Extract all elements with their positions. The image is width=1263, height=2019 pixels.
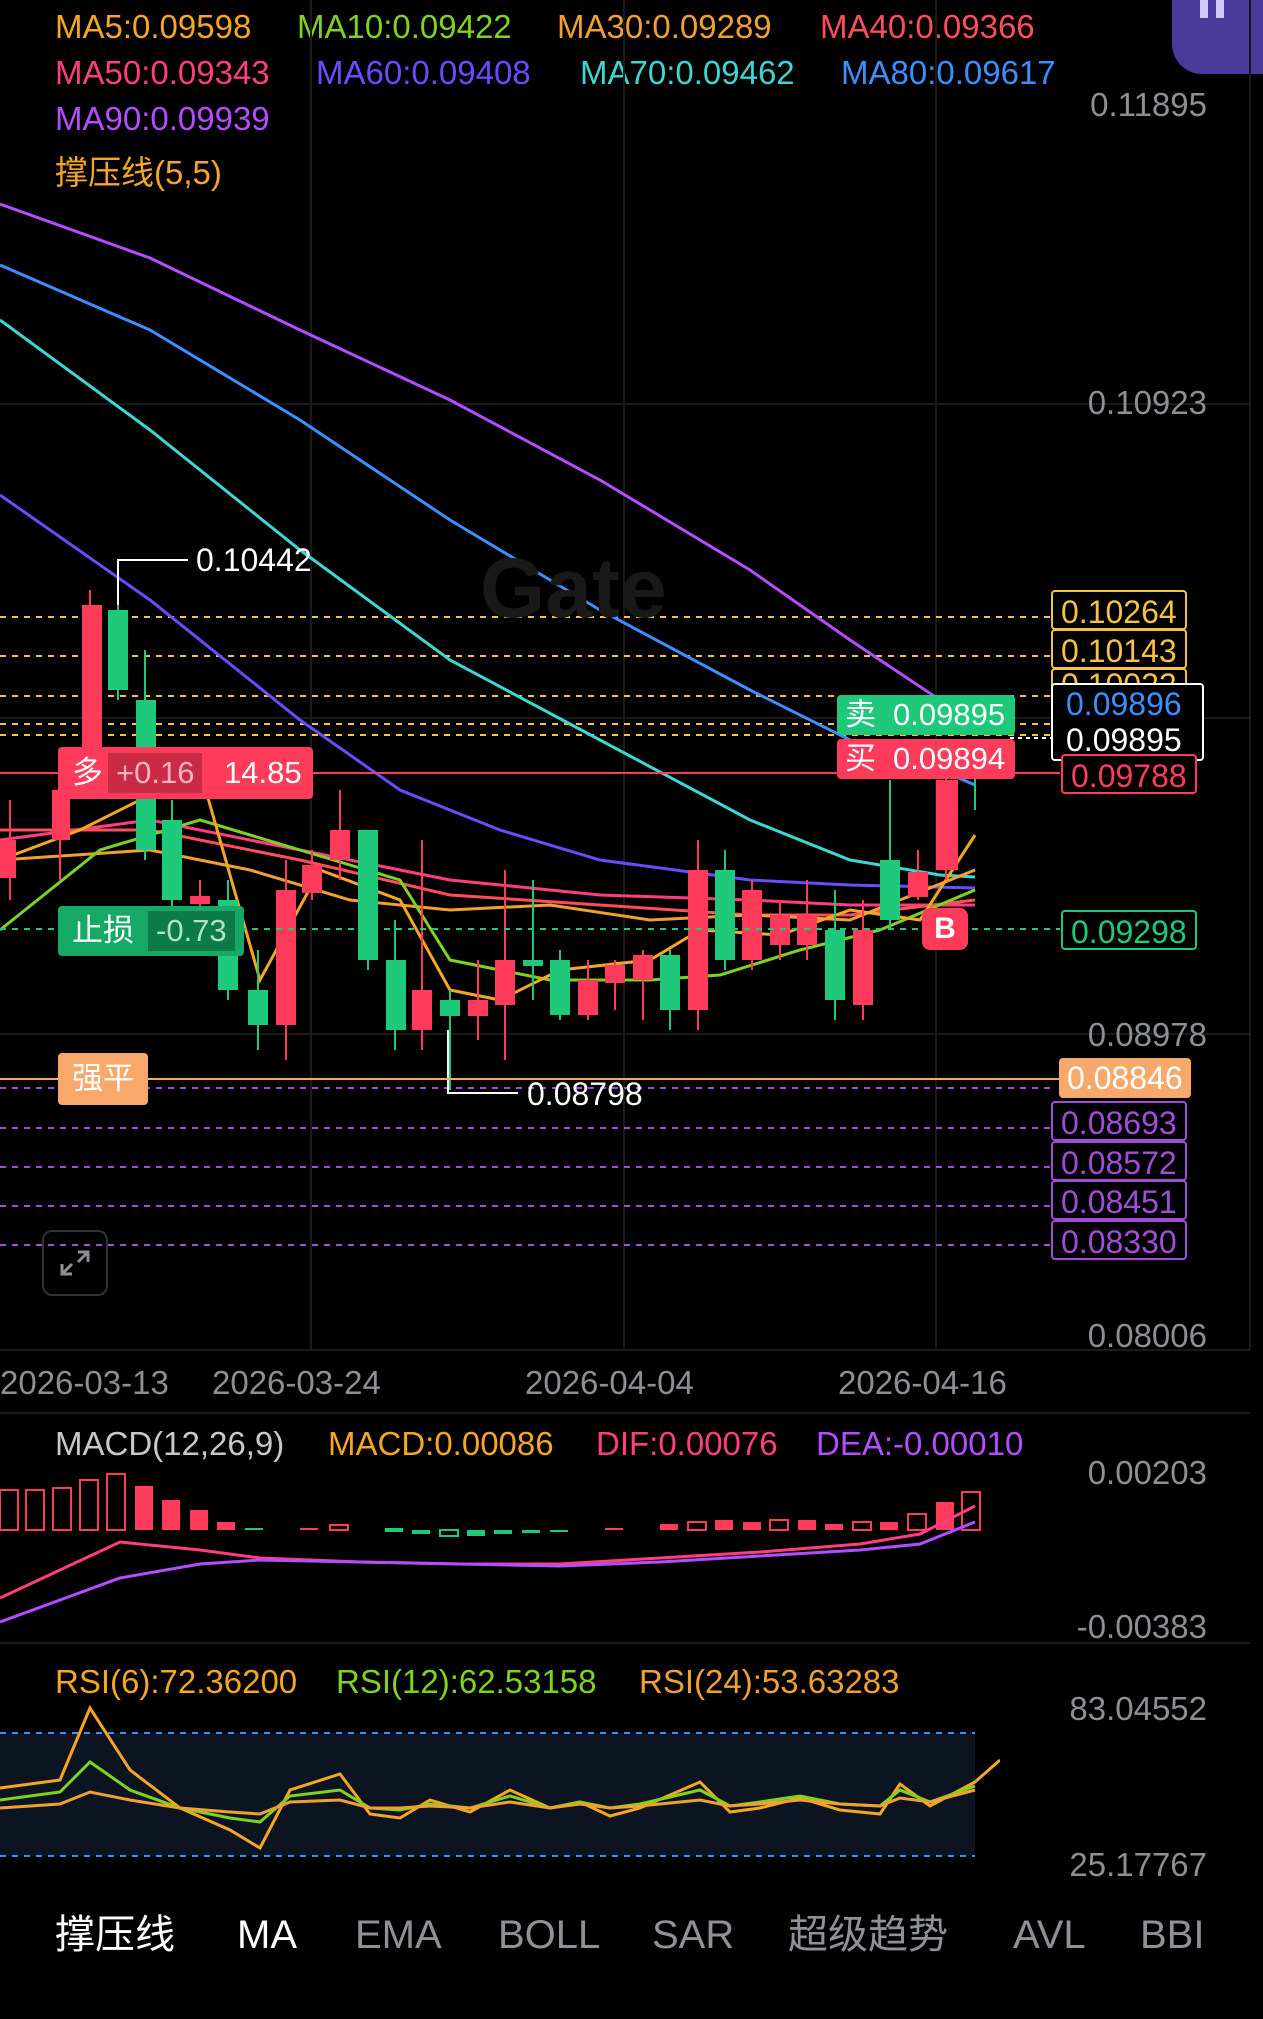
tab-avl[interactable]: AVL: [1013, 1913, 1086, 1957]
macd-dif: DIF:0.00076: [596, 1425, 778, 1462]
price-axis-label: 0.10923: [1087, 384, 1207, 421]
last-price-box: [1051, 683, 1204, 761]
ma70-line: [0, 318, 976, 879]
price-chart[interactable]: [0, 0, 1263, 1360]
expand-icon: [60, 1250, 90, 1276]
dea-line: [0, 1520, 976, 1624]
support-resistance-label: 撑压线(5,5): [55, 154, 222, 191]
macd-value: MACD:0.00086: [328, 1425, 554, 1462]
last-price-blue: 0.09896: [1066, 686, 1182, 722]
ma10-label: MA10:0.09422: [297, 8, 512, 45]
rsi6-label: RSI(6):72.36200: [55, 1663, 298, 1700]
buy-marker[interactable]: B: [922, 908, 968, 950]
macd-axis-bottom: -0.00383: [1076, 1608, 1207, 1645]
high-price-label: 0.10442: [196, 542, 312, 578]
tab-ma[interactable]: MA: [237, 1913, 297, 1957]
position-size: 14.85: [224, 755, 302, 790]
tab-ema[interactable]: EMA: [355, 1913, 442, 1957]
ma5-label: MA5:0.09598: [55, 8, 252, 45]
rsi-axis-top: 83.04552: [1069, 1690, 1207, 1727]
stop-loss-label: 止损: [72, 913, 134, 948]
macd-chart: [0, 1473, 981, 1624]
position-side: 多: [72, 755, 103, 790]
date-axis-label: 2026-03-24: [212, 1364, 381, 1401]
ma30-label: MA30:0.09289: [557, 8, 772, 45]
resistance-level-tag: 0.10264: [1051, 590, 1187, 630]
panel-divider: [0, 1412, 1250, 1414]
rsi-axis-bottom: 25.17767: [1069, 1846, 1207, 1883]
low-leader-line: [447, 1030, 518, 1094]
ma50-label: MA50:0.09343: [55, 54, 270, 91]
price-axis-label: 0.08978: [1087, 1016, 1207, 1053]
buy-price-tag[interactable]: 买 0.09894: [837, 739, 1015, 779]
rsi24-label: RSI(24):53.63283: [639, 1663, 900, 1700]
support-level-tag: 0.08693: [1051, 1101, 1187, 1141]
macd-axis-top: 0.00203: [1087, 1454, 1207, 1491]
ma80-label: MA80:0.09617: [841, 54, 1056, 91]
stop-loss-tag[interactable]: 止损 -0.73: [58, 906, 244, 956]
position-price-tag: 0.09788: [1061, 754, 1197, 794]
position-tag[interactable]: 多 +0.16 14.85: [58, 747, 313, 799]
panel-divider: [0, 1642, 1250, 1644]
ma90-label: MA90:0.09939: [55, 100, 270, 137]
macd-dea: DEA:-0.00010: [816, 1425, 1024, 1462]
rsi6-line: [0, 1704, 1000, 1851]
liquidation-price-tag: 0.08846: [1059, 1058, 1191, 1098]
ma70-label: MA70:0.09462: [580, 54, 795, 91]
tab-boll[interactable]: BOLL: [498, 1913, 601, 1957]
sell-price: 0.09895: [893, 697, 1006, 732]
top-right-button[interactable]: [1172, 0, 1263, 74]
watermark: Gate: [480, 541, 667, 635]
stop-price-tag: 0.09298: [1061, 910, 1197, 950]
date-axis-label: 2026-04-16: [838, 1364, 1007, 1401]
buy-label: 买: [845, 741, 876, 776]
rsi-chart: [0, 1704, 1000, 1857]
ma90-line: [0, 202, 981, 722]
ma60-line: [0, 493, 976, 890]
ma40-label: MA40:0.09366: [820, 8, 1035, 45]
sell-price-tag[interactable]: 卖 0.09895: [837, 695, 1015, 735]
pause-icon: [1200, 0, 1208, 18]
date-axis-label: 2026-04-04: [525, 1364, 694, 1401]
chart-grid: [0, 0, 1251, 1351]
macd-title: MACD(12,26,9): [55, 1425, 285, 1462]
position-pnl: +0.16: [108, 753, 203, 793]
resistance-level-tag: 0.10143: [1051, 629, 1187, 669]
ma60-label: MA60:0.09408: [316, 54, 531, 91]
low-price-label: 0.08798: [527, 1076, 643, 1112]
buy-price: 0.09894: [893, 741, 1006, 776]
support-level-tag: 0.08330: [1051, 1220, 1187, 1260]
support-level-tag: 0.08572: [1051, 1141, 1187, 1181]
tab-bbi[interactable]: BBI: [1140, 1913, 1205, 1957]
rsi24-line: [0, 1788, 976, 1816]
macd-histogram: [0, 1473, 981, 1537]
sell-label: 卖: [845, 697, 876, 732]
rsi12-label: RSI(12):62.53158: [336, 1663, 597, 1700]
date-axis-label: 2026-03-13: [0, 1364, 169, 1401]
support-lines: [0, 1087, 1050, 1246]
expand-chart-button[interactable]: [42, 1230, 108, 1296]
tab-supertrend[interactable]: 超级趋势: [788, 1913, 948, 1957]
pause-icon-bar: [1216, 0, 1224, 18]
indicator-tab-bar: 撑压线 MA EMA BOLL SAR 超级趋势 AVL BBI: [0, 1880, 1263, 1990]
last-price-white: 0.09895: [1066, 722, 1182, 758]
stop-loss-value: -0.73: [148, 911, 235, 951]
price-axis-label: 0.11895: [1090, 86, 1207, 123]
tab-sar[interactable]: SAR: [652, 1913, 735, 1957]
price-axis-label: 0.08006: [1087, 1317, 1207, 1354]
liquidation-tag[interactable]: 强平: [58, 1053, 148, 1105]
support-level-tag: 0.08451: [1051, 1180, 1187, 1220]
tab-support-resistance[interactable]: 撑压线: [55, 1913, 175, 1957]
high-leader-line: [117, 559, 188, 605]
candlesticks: [0, 570, 976, 1090]
